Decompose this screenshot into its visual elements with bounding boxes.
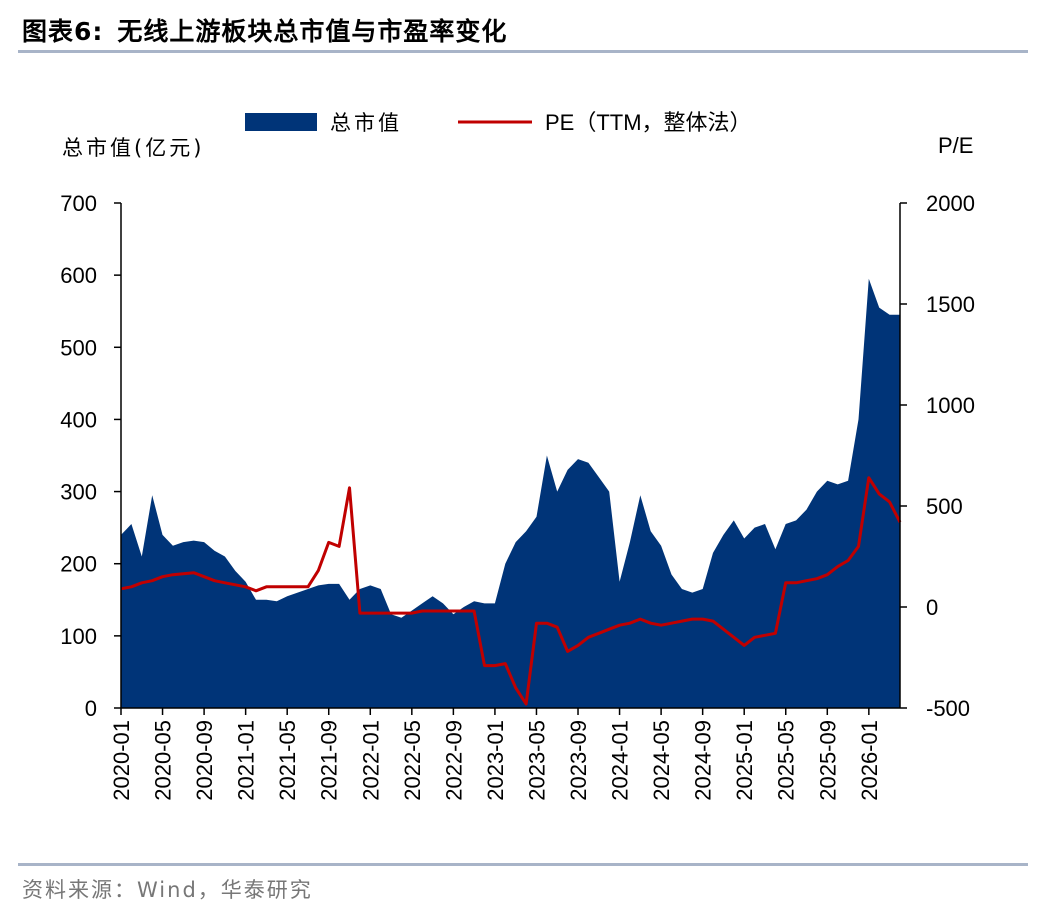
x-axis-tick-label: 2021-01 [234,720,259,801]
left-axis-tick-label: 500 [60,335,97,360]
x-axis-tick-label: 2020-05 [151,720,176,801]
x-axis-tick-label: 2022-05 [400,720,425,801]
x-axis-tick-label: 2022-01 [358,720,383,801]
right-axis-tick-label: 0 [926,595,938,620]
left-axis-tick-label: 0 [85,696,97,721]
right-axis-tick-label: -500 [926,696,970,721]
x-axis-tick-label: 2023-01 [483,720,508,801]
x-axis-tick-label: 2026-01 [857,720,882,801]
x-axis-tick-label: 2024-09 [691,720,716,801]
left-axis-tick-label: 100 [60,624,97,649]
right-axis-tick-label: 2000 [926,191,975,216]
chart: 总市值 PE（TTM，整体法） 总市值(亿元) P/E 0 100 200 300 40… [60,110,975,801]
left-axis-tick-label: 200 [60,552,97,577]
legend: 总市值 PE（TTM，整体法） [245,110,752,135]
right-axis-tick-label: 1000 [926,393,975,418]
left-axis-tick-label: 300 [60,480,97,505]
figure-title: 图表6: 无线上游板块总市值与市盈率变化 [22,12,507,48]
x-axis-tick-label: 2025-09 [815,720,840,801]
left-axis-tick-label: 400 [60,407,97,432]
figure-title-text: 无线上游板块总市值与市盈率变化 [117,17,508,46]
pe-line [120,476,902,706]
legend-swatch-market-cap [245,113,317,131]
figure-number: 图表6: [22,17,104,46]
right-axis-tick-label: 1500 [926,292,975,317]
source-rule [18,863,1028,866]
title-rule [18,50,1028,53]
right-axis-tick-label: 500 [926,494,963,519]
x-axis-tick-label: 2021-05 [275,720,300,801]
legend-label-market-cap: 总市值 [330,111,402,135]
x-axis-tick-label: 2023-05 [524,720,549,801]
x-axis-tick-label: 2025-01 [732,720,757,801]
x-axis-tick-label: 2024-05 [649,720,674,801]
legend-label-pe: PE（TTM，整体法） [545,110,752,135]
x-axis-tick-label: 2021-09 [317,720,342,801]
source-note: 资料来源：Wind，华泰研究 [22,878,313,902]
x-axis-tick-label: 2020-09 [192,720,217,801]
left-axis-tick-label: 600 [60,263,97,288]
x-axis-tick-label: 2022-09 [441,720,466,801]
left-axis-tick-label: 700 [60,191,97,216]
x-axis-tick-label: 2020-01 [109,720,134,801]
right-axis-label: P/E [938,133,973,158]
axes: 0 100 200 300 400 500 600 700 -500 0 500 1000 1500 20… [60,191,975,801]
x-axis-tick-label: 2024-01 [608,720,633,801]
market-cap-area [121,278,900,708]
x-axis-tick-label: 2025-05 [774,720,799,801]
left-axis-label: 总市值(亿元) [62,136,204,160]
x-axis-tick-label: 2023-09 [566,720,591,801]
